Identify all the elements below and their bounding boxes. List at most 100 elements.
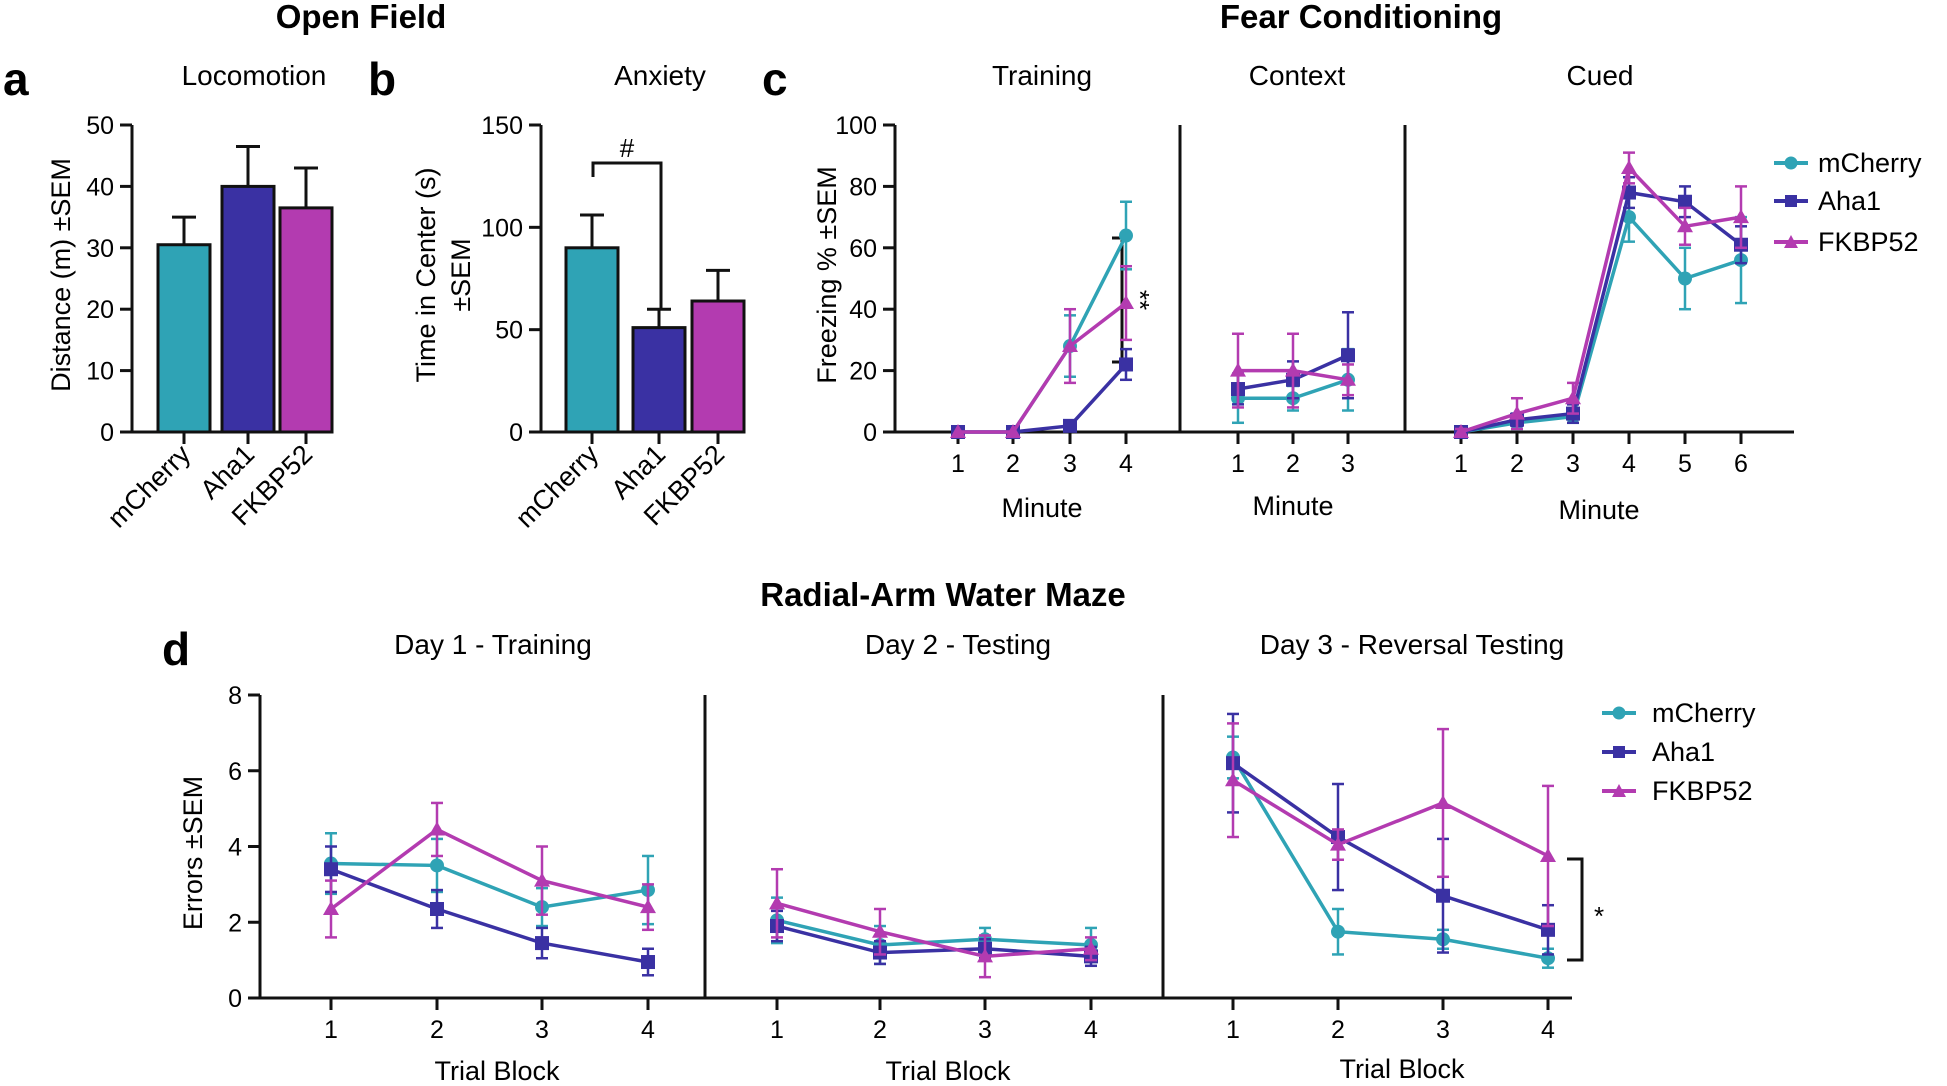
legend-d-marker-aha1 bbox=[1613, 746, 1625, 758]
panel-d-sub2-series-fkbp52-point bbox=[872, 923, 888, 938]
panel-d-sub3-series-fkbp52-line bbox=[1232, 778, 1549, 858]
panel-c-sub3-series-aha1-point bbox=[1678, 194, 1692, 209]
panel-c-sub1-x-tick-label: 1 bbox=[951, 450, 965, 478]
panel-c-sub1-series-fkbp52-point bbox=[1118, 295, 1134, 310]
panel-b-y-tick-label: 0 bbox=[509, 419, 523, 447]
panel-c-y-tick-label: 100 bbox=[835, 112, 877, 140]
panel-d-ylabel: Errors ±SEM bbox=[178, 776, 208, 930]
panel-a-ylabel: Distance (m) ±SEM bbox=[46, 158, 76, 392]
panel-c-sub1-series-aha1-point bbox=[1063, 418, 1077, 433]
panel-d-sub3-x-tick-label: 2 bbox=[1331, 1016, 1345, 1044]
panel-b-significance-bracket: # bbox=[591, 133, 663, 310]
panel-d-sub1-series-mcherry-line bbox=[330, 861, 649, 909]
panel-b-y-tick-label: 150 bbox=[481, 112, 523, 140]
panel-d-sub1-series-fkbp52-point bbox=[534, 872, 550, 887]
panel-c-sub3-series-fkbp52-point bbox=[1621, 159, 1637, 174]
panel-c-sub1-series-aha1-line bbox=[958, 363, 1128, 434]
panel-d-sub3-x-tick-label: 1 bbox=[1226, 1016, 1240, 1044]
panel-c-sub3-series-fkbp52-line bbox=[1460, 164, 1742, 434]
panel-d-xlabel-day3: Trial Block bbox=[1339, 1054, 1465, 1084]
panel-d-sub3-series-aha1-point bbox=[1436, 888, 1450, 903]
panel-d-sub2-series-fkbp52-point bbox=[977, 948, 993, 963]
panel-c-sub1-x-tick-label: 2 bbox=[1006, 450, 1020, 478]
panel-b-y-tick-label: 100 bbox=[481, 214, 523, 242]
panel-d-sub2-series-mcherry-line bbox=[776, 918, 1092, 947]
panel-b-bracket-line bbox=[591, 161, 663, 310]
panel-d-sub1-series-fkbp52-line bbox=[329, 827, 649, 911]
panel-c-sub1-series-fkbp52-line bbox=[958, 301, 1128, 434]
panel-d-title-day3: Day 3 - Reversal Testing bbox=[1260, 629, 1565, 660]
panel-c-sub3-series-mcherry-point bbox=[1622, 210, 1636, 225]
panel-c-sub2-x-tick-label: 3 bbox=[1341, 450, 1355, 478]
panel-d-sub2-x-tick-label: 1 bbox=[770, 1016, 784, 1044]
panel-d-sub3-series-mcherry-point bbox=[1331, 924, 1345, 939]
panel-c-sub3-series-fkbp52-point bbox=[1509, 405, 1525, 420]
panel-c-significance-label: ** bbox=[1125, 290, 1155, 310]
panel-c-sub2-series-fkbp52-point bbox=[1230, 362, 1246, 377]
section-title-radial-arm-water-maze: Radial-Arm Water Maze bbox=[760, 576, 1126, 613]
panel-d-sub1-series-aha1-point bbox=[641, 955, 655, 970]
panel-c-y-tick-label: 80 bbox=[849, 173, 877, 201]
panel-d-xlabel-day2: Trial Block bbox=[885, 1056, 1011, 1086]
panel-c-sub3-x-tick-label: 4 bbox=[1622, 450, 1636, 478]
panel-a-y-tick-label: 0 bbox=[100, 419, 114, 447]
panel-d-significance-label: * bbox=[1594, 901, 1604, 931]
panel-d-bracket-line bbox=[1567, 857, 1584, 962]
legend-c-marker-fkbp52 bbox=[1784, 235, 1798, 248]
panel-d-y-tick-label: 2 bbox=[228, 909, 242, 937]
panel-d-sub1-x-tick-label: 4 bbox=[641, 1016, 655, 1044]
panel-c-sub1-series-fkbp52-point bbox=[1005, 424, 1021, 438]
panel-d-sub1-x-tick-label: 2 bbox=[430, 1016, 444, 1044]
panel-a-x-tick-label-mcherry: mCherry bbox=[102, 439, 197, 534]
panel-c-xlabel-cued: Minute bbox=[1558, 495, 1639, 525]
panel-c-sub2-x-tick-label: 1 bbox=[1231, 450, 1245, 478]
panel-c-sub3-series-aha1-line bbox=[1460, 190, 1743, 434]
panel-d-sub3-series-mcherry-line bbox=[1231, 756, 1549, 960]
legend-panel-c: mCherry Aha1 FKBP52 bbox=[1774, 148, 1922, 257]
panel-b-y-tick-label: 50 bbox=[495, 317, 523, 345]
panel-c-sub1-x-tick-label: 3 bbox=[1063, 450, 1077, 478]
section-title-open-field: Open Field bbox=[276, 0, 447, 35]
panel-c-sub3-x-tick-label: 6 bbox=[1734, 450, 1748, 478]
panel-c-title-cued: Cued bbox=[1567, 60, 1634, 91]
legend-d-label-aha1: Aha1 bbox=[1652, 737, 1715, 767]
panel-d-sub3-x-tick-label: 4 bbox=[1541, 1016, 1555, 1044]
panel-b-x-tick-label-mcherry: mCherry bbox=[510, 439, 605, 534]
panel-d-sub3-x-tick-label: 3 bbox=[1436, 1016, 1450, 1044]
panel-d-sub1-series-mcherry-point bbox=[430, 858, 444, 873]
legend-d-label-mcherry: mCherry bbox=[1652, 698, 1756, 728]
panel-letter-c: c bbox=[762, 53, 788, 105]
panel-d-sub3-series-fkbp52-point bbox=[1540, 847, 1556, 862]
legend-panel-d: mCherry Aha1 FKBP52 bbox=[1602, 698, 1756, 806]
panel-c-y-tick-label: 20 bbox=[849, 358, 877, 386]
panel-d-sub2-x-tick-label: 2 bbox=[873, 1016, 887, 1044]
panel-c-sub1-series-aha1-point bbox=[1119, 357, 1133, 372]
panel-c-sub3-series-fkbp52-point bbox=[1565, 390, 1581, 405]
panel-d-sub1-x-tick-label: 3 bbox=[535, 1016, 549, 1044]
legend-c-label-aha1: Aha1 bbox=[1818, 186, 1881, 216]
panel-d-sub1-series-fkbp52-point bbox=[429, 821, 445, 836]
panel-d-sub3-series-fkbp52-point bbox=[1435, 794, 1451, 809]
legend-c-label-fkbp52: FKBP52 bbox=[1818, 227, 1919, 257]
panel-b-bar-aha1 bbox=[631, 326, 687, 434]
panel-a-y-tick-label: 10 bbox=[86, 358, 114, 386]
panel-c-sub1-series-mcherry-point bbox=[1119, 228, 1133, 243]
panel-letter-d: d bbox=[162, 623, 190, 675]
panel-a-bar-aha1 bbox=[220, 184, 276, 434]
legend-c-label-mcherry: mCherry bbox=[1818, 148, 1922, 178]
panel-letter-a: a bbox=[3, 53, 29, 105]
panel-d-y-tick-label: 0 bbox=[228, 985, 242, 1013]
panel-c-sub3-x-tick-label: 3 bbox=[1566, 450, 1580, 478]
panel-c-ylabel: Freezing % ±SEM bbox=[812, 166, 842, 383]
panel-b-title: Anxiety bbox=[614, 60, 706, 91]
panel-a-y-tick-label: 50 bbox=[86, 112, 114, 140]
panel-c-y-tick-label: 40 bbox=[849, 296, 877, 324]
panel-b-bar-mcherry bbox=[564, 246, 620, 434]
panel-c-sub2-x-tick-label: 2 bbox=[1286, 450, 1300, 478]
legend-d-label-fkbp52: FKBP52 bbox=[1652, 776, 1753, 806]
panel-d-xlabel-day1: Trial Block bbox=[434, 1056, 560, 1086]
panel-d-significance-bracket: * bbox=[1567, 857, 1604, 962]
panel-d-sub1-series-aha1-point bbox=[535, 936, 549, 951]
panel-d-sub1-x-tick-label: 1 bbox=[324, 1016, 338, 1044]
